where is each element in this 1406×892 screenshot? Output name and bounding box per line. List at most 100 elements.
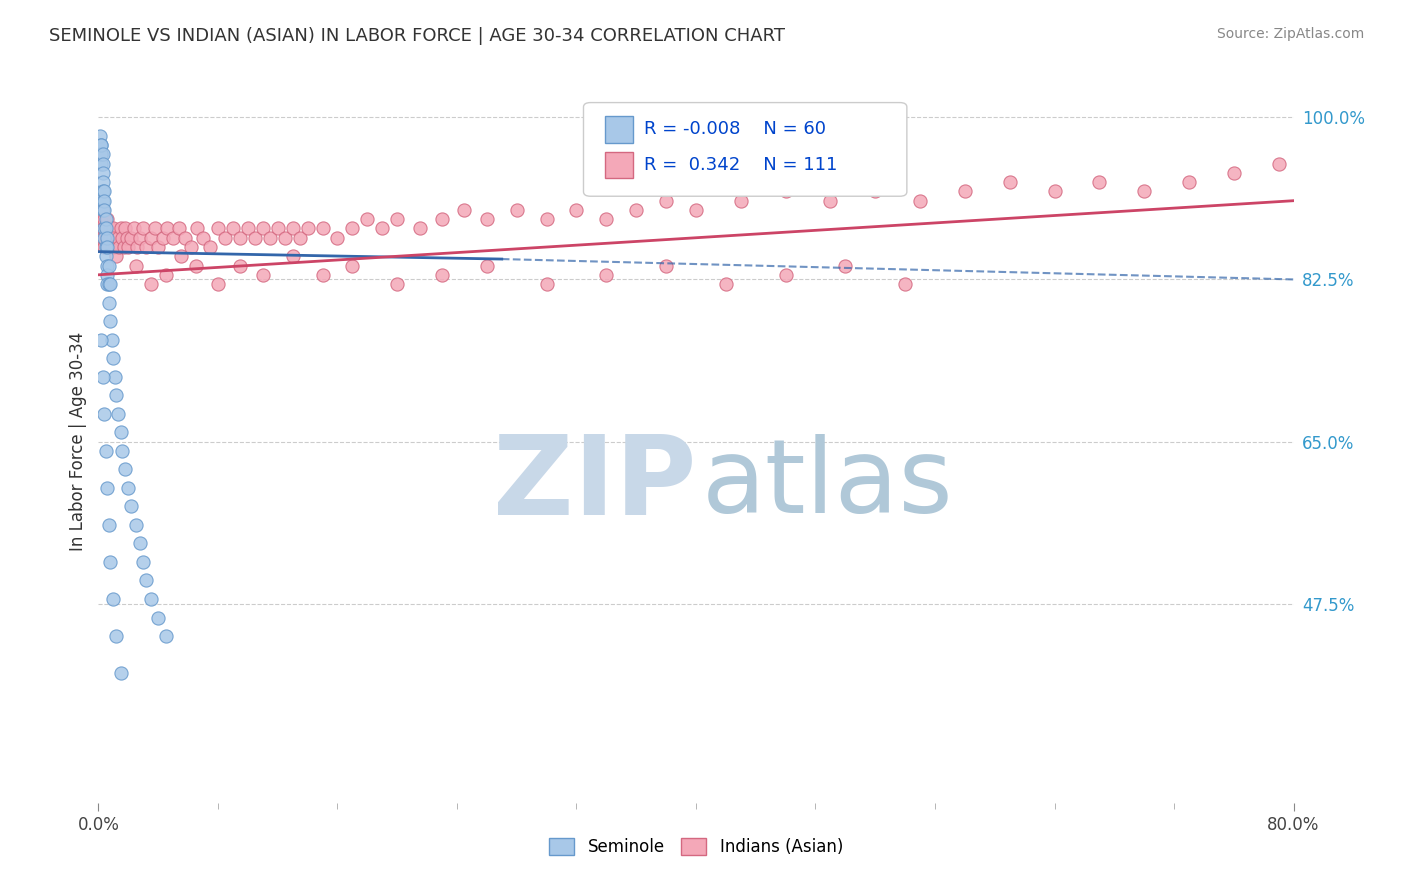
Point [155, 629, 177, 643]
Point [267, 221, 290, 235]
Point [94, 221, 117, 235]
Point [536, 277, 558, 291]
Point [229, 259, 252, 273]
Text: atlas: atlas [702, 434, 953, 535]
Point [180, 240, 202, 254]
Point [894, 277, 917, 291]
Point [245, 231, 267, 245]
Point [103, 221, 125, 235]
Point [97, 231, 120, 245]
Point [595, 212, 617, 227]
Point [1223, 166, 1246, 180]
Point [371, 221, 394, 235]
Point [186, 221, 208, 235]
Point [93, 407, 115, 421]
Point [132, 221, 155, 235]
Point [91, 147, 114, 161]
Point [274, 231, 297, 245]
Point [129, 536, 152, 550]
Point [107, 407, 129, 421]
Point [714, 277, 737, 291]
Point [97, 295, 120, 310]
Point [97, 517, 120, 532]
Point [98, 314, 122, 328]
Point [91, 221, 114, 235]
Text: ZIP: ZIP [492, 432, 696, 539]
Point [90, 138, 112, 153]
Point [94, 240, 117, 254]
Point [125, 259, 148, 273]
Point [998, 175, 1021, 189]
Point [96, 277, 118, 291]
Point [91, 156, 114, 170]
Point [110, 666, 132, 681]
Point [90, 147, 112, 161]
Point [775, 268, 797, 282]
Point [120, 231, 142, 245]
Point [430, 268, 453, 282]
Point [114, 462, 136, 476]
Point [107, 231, 129, 245]
Point [148, 240, 170, 254]
Point [408, 221, 430, 235]
Point [326, 231, 349, 245]
Point [94, 221, 117, 235]
Point [865, 185, 887, 199]
Point [112, 240, 135, 254]
Point [89, 221, 111, 235]
Point [1267, 156, 1289, 170]
Point [91, 175, 114, 189]
Point [94, 212, 117, 227]
Point [98, 277, 122, 291]
Point [385, 212, 409, 227]
Point [143, 221, 166, 235]
Point [93, 185, 115, 199]
Point [96, 212, 118, 227]
Point [93, 240, 115, 254]
Point [90, 138, 112, 153]
Point [281, 221, 304, 235]
Text: Source: ZipAtlas.com: Source: ZipAtlas.com [1216, 27, 1364, 41]
Point [115, 231, 138, 245]
Point [430, 212, 453, 227]
Text: R = -0.008    N = 60: R = -0.008 N = 60 [644, 120, 825, 138]
Point [110, 221, 132, 235]
Point [91, 194, 114, 208]
Point [91, 202, 114, 217]
Point [565, 202, 588, 217]
Point [311, 268, 333, 282]
Point [111, 231, 134, 245]
Point [342, 259, 364, 273]
Point [200, 240, 222, 254]
Point [117, 481, 139, 495]
Point [139, 277, 162, 291]
Point [111, 443, 134, 458]
Point [91, 166, 114, 180]
Point [96, 240, 118, 254]
Point [96, 481, 118, 495]
Point [174, 231, 197, 245]
Point [96, 221, 118, 235]
Point [1178, 175, 1201, 189]
Point [342, 221, 364, 235]
Point [820, 194, 842, 208]
Point [98, 221, 122, 235]
Point [124, 221, 146, 235]
Point [155, 268, 177, 282]
Point [162, 231, 184, 245]
Point [97, 277, 120, 291]
Point [93, 212, 115, 227]
Point [655, 194, 678, 208]
Point [90, 156, 112, 170]
Point [94, 443, 117, 458]
Point [167, 221, 190, 235]
Point [91, 202, 114, 217]
Point [297, 221, 319, 235]
Point [105, 388, 128, 402]
Point [103, 231, 125, 245]
Point [103, 351, 125, 366]
Point [108, 240, 131, 254]
Point [152, 231, 174, 245]
Text: R =  0.342    N = 111: R = 0.342 N = 111 [644, 156, 838, 174]
Point [93, 202, 115, 217]
